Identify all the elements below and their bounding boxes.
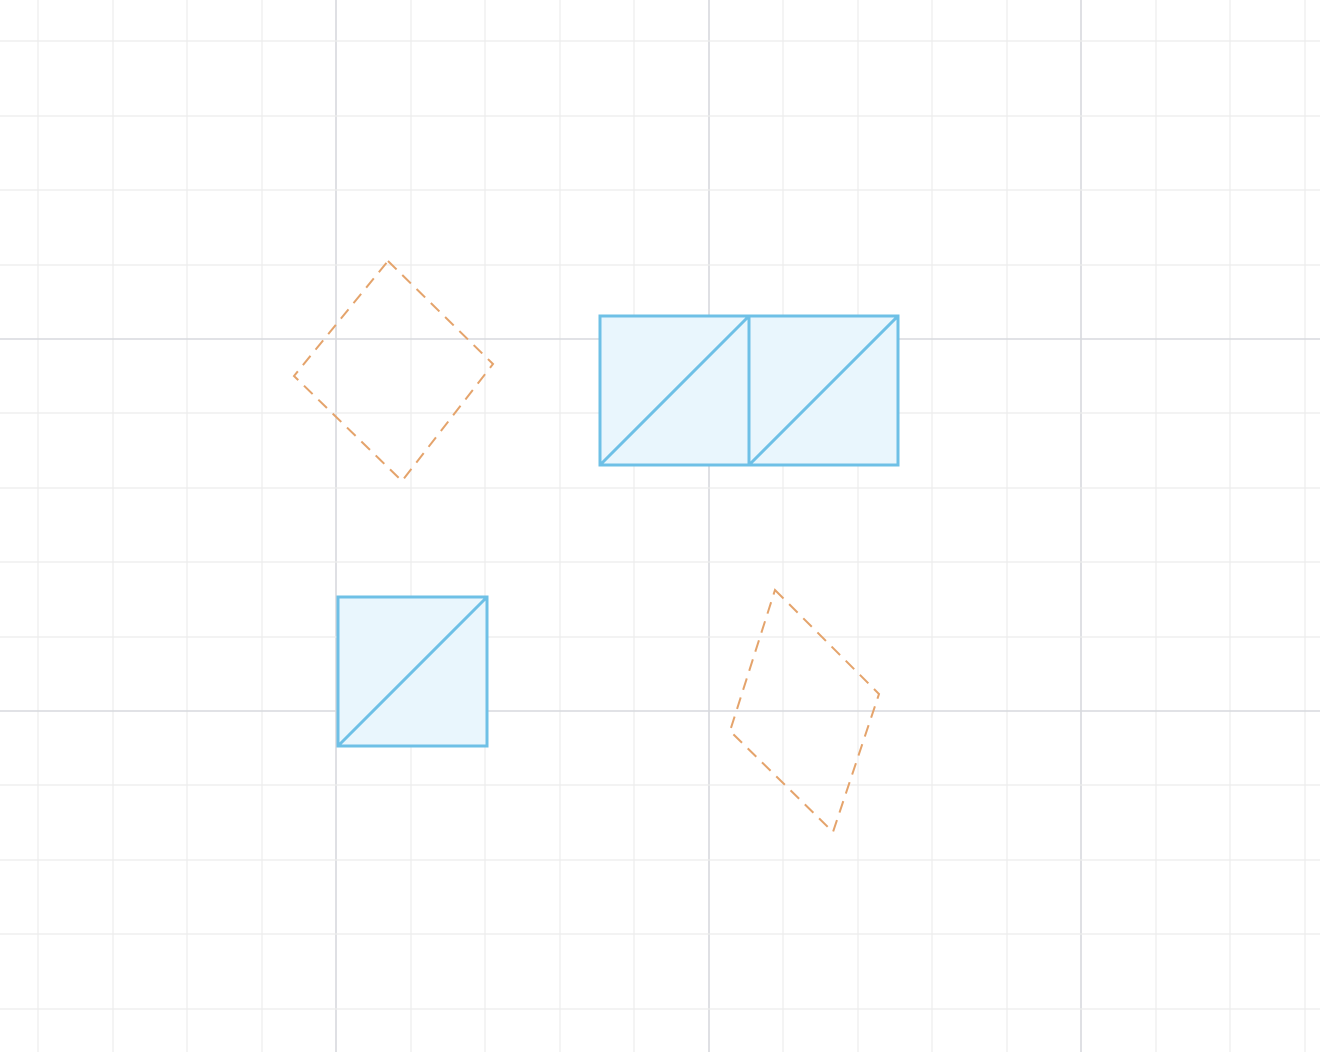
square-piece-right-diagonal <box>747 314 900 467</box>
square-piece-single-diagonal <box>336 595 489 748</box>
dashed-target-outline-bottom-right <box>728 588 881 834</box>
square-pair-top-right[interactable] <box>598 314 900 467</box>
square-single-bottom-left[interactable] <box>336 595 489 748</box>
square-piece-left-diagonal <box>598 314 751 467</box>
